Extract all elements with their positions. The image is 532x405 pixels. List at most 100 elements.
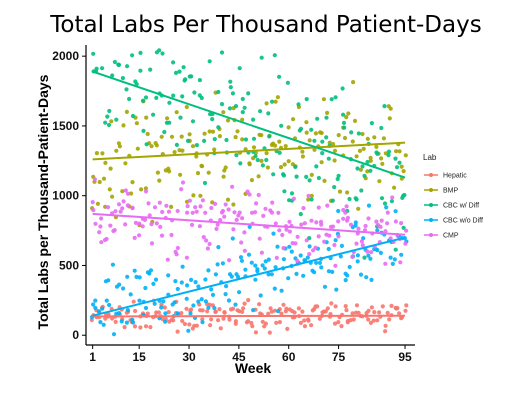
- data-point: [180, 318, 185, 324]
- trend-line: [92, 141, 406, 161]
- data-point: [202, 131, 207, 136]
- data-point: [213, 272, 218, 277]
- data-point: [152, 301, 157, 306]
- data-point: [325, 203, 330, 208]
- data-point: [180, 148, 185, 153]
- data-point: [265, 165, 270, 170]
- data-point: [196, 299, 201, 304]
- data-point: [121, 123, 126, 128]
- data-point: [380, 304, 385, 309]
- data-point: [366, 317, 371, 322]
- data-point: [110, 316, 115, 321]
- data-point: [143, 285, 148, 291]
- data-point: [305, 255, 310, 260]
- data-point: [195, 171, 201, 176]
- data-point: [390, 195, 395, 200]
- data-point: [384, 205, 389, 210]
- data-point: [217, 307, 222, 312]
- data-point: [208, 323, 213, 328]
- data-point: [258, 109, 263, 114]
- data-point: [336, 219, 341, 224]
- data-point: [120, 189, 125, 194]
- data-point: [263, 259, 268, 264]
- data-point: [365, 136, 370, 141]
- data-point: [385, 310, 390, 315]
- data-point: [200, 308, 205, 313]
- data-point: [353, 196, 358, 201]
- data-point: [209, 317, 214, 322]
- data-point: [251, 145, 257, 150]
- y-tick-label: 2000: [52, 49, 79, 63]
- data-point: [402, 192, 407, 198]
- data-point: [109, 119, 114, 124]
- data-point: [350, 311, 355, 316]
- data-point: [171, 60, 176, 65]
- data-point: [130, 205, 135, 210]
- data-point: [194, 154, 199, 159]
- data-point: [148, 67, 153, 72]
- data-point: [171, 318, 176, 323]
- data-point: [327, 140, 332, 145]
- trend-line: [92, 212, 406, 236]
- data-point: [399, 221, 404, 226]
- data-point: [379, 218, 384, 223]
- data-point: [330, 198, 335, 203]
- data-point: [266, 272, 271, 277]
- data-point: [144, 115, 149, 120]
- data-point: [312, 270, 317, 275]
- data-point: [155, 170, 160, 175]
- data-point: [357, 148, 362, 153]
- data-point: [228, 79, 233, 84]
- data-point: [190, 144, 196, 149]
- data-point: [326, 246, 331, 252]
- data-point: [359, 239, 364, 244]
- data-point: [184, 306, 189, 311]
- data-point: [281, 173, 286, 178]
- data-point: [234, 153, 239, 158]
- data-point: [111, 332, 117, 337]
- data-point: [333, 95, 338, 100]
- data-point: [138, 68, 143, 73]
- data-point: [100, 66, 105, 71]
- data-point: [382, 201, 388, 206]
- data-point: [332, 242, 337, 248]
- data-point: [287, 219, 292, 224]
- data-point: [309, 127, 314, 132]
- legend-label: CMP: [443, 233, 459, 240]
- data-point: [325, 110, 330, 115]
- data-point: [123, 188, 128, 193]
- data-point: [218, 326, 223, 331]
- data-point: [209, 205, 214, 211]
- data-point: [91, 302, 96, 307]
- data-point: [333, 238, 338, 243]
- data-point: [345, 215, 350, 220]
- data-point: [107, 108, 112, 114]
- data-point: [203, 277, 208, 282]
- legend-marker: [429, 233, 433, 237]
- y-axis-title: Total Labs per Thousand-Patient-Days: [35, 74, 51, 329]
- data-point: [134, 274, 139, 279]
- data-point: [203, 210, 208, 215]
- data-point: [117, 311, 122, 316]
- data-point: [130, 53, 135, 58]
- data-point: [340, 86, 345, 91]
- data-point: [217, 134, 222, 139]
- data-point: [216, 125, 221, 130]
- data-point: [320, 151, 325, 156]
- data-point: [365, 249, 370, 254]
- data-point: [371, 318, 376, 323]
- data-point: [369, 250, 374, 255]
- data-point: [321, 97, 326, 102]
- data-point: [138, 325, 143, 330]
- data-point: [223, 202, 228, 207]
- data-point: [397, 160, 402, 165]
- data-point: [213, 309, 218, 315]
- data-point: [222, 168, 227, 173]
- x-tick-label: 45: [232, 350, 246, 364]
- data-point: [274, 255, 279, 260]
- data-point: [267, 330, 272, 335]
- data-point: [358, 167, 363, 172]
- data-point: [167, 120, 172, 125]
- trend-lines: [92, 70, 406, 318]
- data-point: [270, 200, 275, 205]
